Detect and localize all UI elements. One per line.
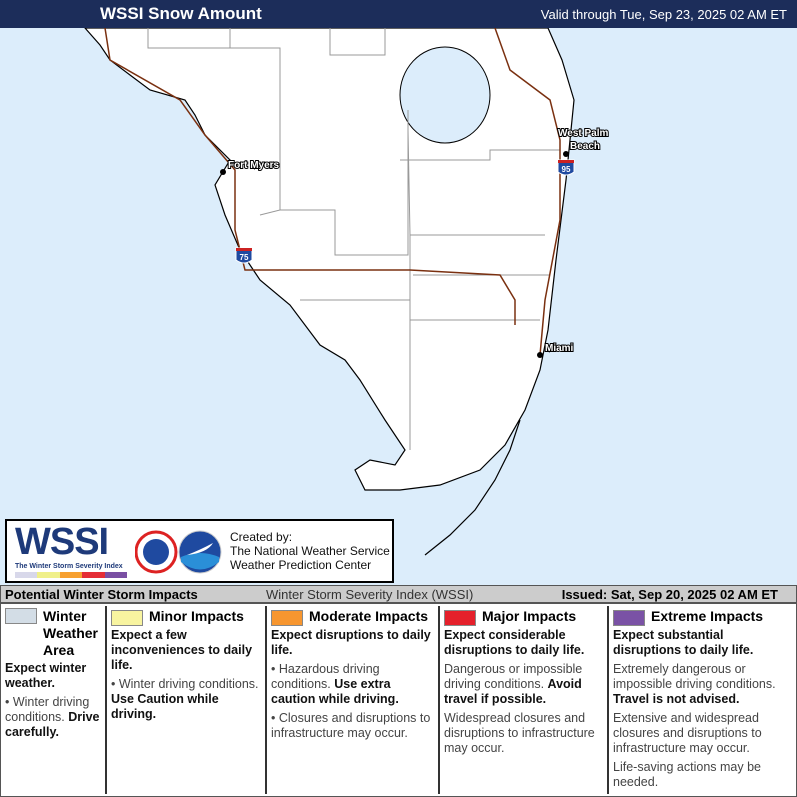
legend-swatch (613, 609, 645, 626)
county-lines (147, 28, 560, 450)
wssi-subtitle: The Winter Storm Severity Index (15, 563, 123, 570)
city-west-palm-beach: West Palm Beach (557, 127, 609, 157)
legend-moderate-impacts: Moderate Impacts Expect disruptions to da… (267, 604, 439, 794)
legend-bullet: • Winter driving conditions. Drive caref… (5, 695, 100, 739)
logo-panel: WSSI The Winter Storm Severity Index Cre… (5, 519, 394, 583)
legend-title: Winter Weather Area (43, 608, 98, 658)
legend-bullet: • Hazardous driving conditions. Use extr… (271, 661, 399, 706)
legend-swatch (111, 609, 143, 626)
legend-divider (105, 606, 107, 794)
legend-title: Major Impacts (482, 608, 577, 624)
legend-bullet: Life-saving actions may be needed. (613, 759, 761, 789)
svg-text:West Palm: West Palm (558, 128, 608, 139)
credits: Created by: The National Weather Service W… (230, 530, 390, 572)
svg-text:Miami: Miami (545, 343, 574, 354)
lake-okeechobee (399, 46, 491, 144)
impact-legend: Winter Weather Area Expect winter weather… (0, 603, 797, 797)
legend-expect: Expect disruptions to daily life. (271, 627, 431, 657)
city-fort-myers: Fort Myers (220, 159, 281, 175)
legend-bullet: Extensive and widespread closures and di… (613, 710, 762, 755)
legend-expect: Expect considerable disruptions to daily… (444, 627, 585, 657)
legend-swatch (271, 609, 303, 626)
legend-major-impacts: Major Impacts Expect considerable disrupt… (440, 604, 608, 794)
legend-minor-impacts: Minor Impacts Expect a few inconveniences… (107, 604, 265, 794)
issued-time: Issued: Sat, Sep 20, 2025 02 AM ET (561, 587, 778, 602)
legend-swatch (444, 609, 476, 626)
map-title: WSSI Snow Amount (100, 4, 262, 23)
header: WSSI Snow Amount Valid through Tue, Sep … (0, 0, 797, 28)
svg-text:Beach: Beach (570, 141, 600, 152)
legend-bullet: • Closures and disruptions to infrastruc… (271, 710, 431, 740)
land (84, 28, 575, 491)
interstate-95-shield: 95 (557, 159, 575, 176)
city-miami: Miami (537, 342, 575, 358)
florida-keys (424, 419, 521, 556)
legend-winter-weather-area: Winter Weather Area Expect winter weather… (1, 604, 106, 794)
valid-time: Valid through Tue, Sep 23, 2025 02 AM ET (540, 7, 787, 22)
legend-bullet: Widespread closures and disruptions to i… (444, 710, 595, 755)
svg-text:Fort Myers: Fort Myers (228, 160, 280, 171)
wssi-logo: WSSI (15, 521, 109, 563)
roads (104, 28, 561, 356)
legend-divider (265, 606, 267, 794)
info-bar: Potential Winter Storm Impacts Winter St… (0, 585, 797, 603)
svg-text:75: 75 (240, 253, 249, 262)
interstate-75-shield: 75 (235, 247, 253, 264)
legend-title: Extreme Impacts (651, 608, 764, 624)
legend-extreme-impacts: Extreme Impacts Expect substantial disrup… (609, 604, 797, 794)
nws-noaa-logos (135, 530, 222, 574)
legend-title: Moderate Impacts (309, 608, 429, 624)
legend-bullet: Dangerous or impossible driving conditio… (444, 661, 583, 706)
wssi-color-bar (15, 572, 128, 578)
map: Fort Myers West Palm Beach Miami 75 95 (0, 28, 797, 585)
legend-bullet: • Winter driving conditions. Use Caution… (111, 676, 259, 721)
legend-title: Minor Impacts (149, 608, 244, 624)
legend-expect: Expect a few inconveniences to daily lif… (111, 627, 253, 672)
legend-swatch (5, 608, 37, 624)
legend-expect: Expect substantial disruptions to daily … (613, 627, 754, 657)
legend-bullet: Extremely dangerous or impossible drivin… (613, 661, 776, 706)
legend-divider (607, 606, 609, 794)
legend-expect: Expect winter weather. (5, 661, 87, 690)
svg-text:95: 95 (562, 165, 571, 174)
impacts-heading: Potential Winter Storm Impacts (5, 587, 198, 602)
index-name: Winter Storm Severity Index (WSSI) (266, 587, 474, 602)
legend-divider (438, 606, 440, 794)
